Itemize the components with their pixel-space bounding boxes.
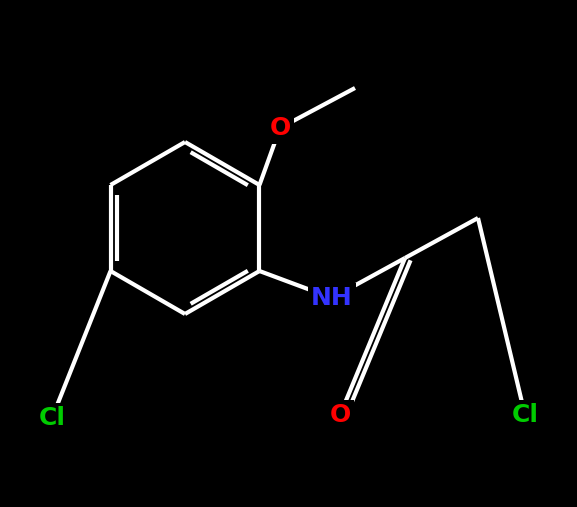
Text: Cl: Cl	[39, 406, 66, 430]
Text: NH: NH	[311, 286, 353, 310]
Text: O: O	[269, 116, 291, 140]
Text: O: O	[329, 403, 351, 427]
Text: Cl: Cl	[511, 403, 538, 427]
